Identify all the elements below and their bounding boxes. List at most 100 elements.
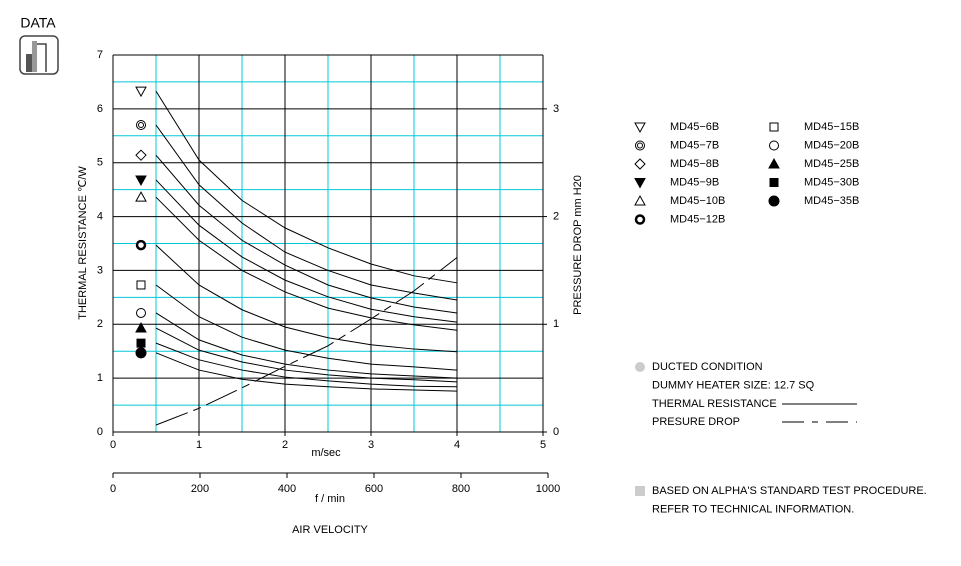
legend-label: MD45−12B: [670, 213, 725, 225]
note: THERMAL RESISTANCE: [652, 398, 777, 410]
series-line: [155, 312, 458, 379]
x2-tick-label: 600: [365, 483, 383, 495]
series-line: [155, 154, 458, 314]
y2-tick-label: 2: [553, 210, 559, 222]
marker-shape: [135, 175, 147, 186]
marker-shape: [135, 149, 147, 161]
series-marker: [135, 149, 147, 161]
legend-label: MD45−10B: [670, 195, 725, 207]
y-tick-label: 3: [97, 264, 103, 276]
x-tick-label: 3: [368, 439, 374, 451]
legend-label: MD45−6B: [670, 121, 719, 133]
legend-label: MD45−15B: [804, 121, 859, 133]
x2-tick-label: 800: [452, 483, 470, 495]
series-line: [155, 327, 458, 383]
series-marker: [135, 86, 147, 98]
series-marker: [135, 239, 147, 251]
y-tick-label: 7: [97, 49, 103, 61]
series-line: [155, 342, 458, 388]
marker-shape: [136, 338, 146, 348]
series-line: [155, 284, 458, 371]
y-tick-label: 4: [97, 210, 103, 222]
y-tick-label: 0: [97, 426, 103, 438]
series-line: [155, 179, 458, 323]
marker-shape: [634, 178, 646, 189]
legend-label: MD45−9B: [670, 176, 719, 188]
note: DUCTED CONDITION: [652, 361, 763, 373]
marker-shape: [634, 158, 646, 170]
x2-tick-label: 400: [278, 483, 296, 495]
legend-label: MD45−7B: [670, 139, 719, 151]
y-tick-label: 6: [97, 103, 103, 115]
legend-label: MD45−25B: [804, 158, 859, 170]
legend-symbol: [769, 140, 779, 151]
x2-axis-label: f / min: [315, 493, 345, 505]
marker-shape: [136, 280, 146, 290]
legend-symbol: [634, 214, 646, 225]
series-marker: [136, 307, 146, 318]
legend-symbol: [634, 194, 646, 206]
series-marker: [136, 338, 146, 348]
series-line: [155, 244, 458, 353]
marker-shape: [135, 239, 147, 251]
x-tick-label: 5: [540, 439, 546, 451]
marker-shape: [769, 140, 779, 151]
marker-shape: [135, 322, 147, 333]
legend-symbol: [768, 157, 780, 169]
x2-tick-label: 0: [110, 483, 116, 495]
y-tick-label: 1: [97, 372, 103, 384]
y2-axis-label: PRESSURE DROP mm H20: [572, 175, 584, 315]
marker-shape: [637, 142, 643, 149]
marker-shape: [769, 122, 779, 132]
header-title: DATA: [20, 15, 56, 31]
marker-shape: [135, 347, 147, 359]
note: DUMMY HEATER SIZE: 12.7 SQ: [652, 379, 815, 391]
legend-symbol: [634, 178, 646, 189]
marker-shape: [769, 178, 779, 187]
x-tick-label: 2: [282, 439, 288, 451]
marker-shape: [634, 194, 646, 206]
footnote: BASED ON ALPHA'S STANDARD TEST PROCEDURE…: [652, 485, 927, 497]
series-line: [155, 196, 458, 331]
series-line: [155, 257, 458, 426]
series-line: [155, 124, 458, 301]
x-tick-label: 0: [110, 439, 116, 451]
legend-symbol: [769, 178, 779, 187]
legend-label: MD45−35B: [804, 195, 859, 207]
x2-tick-label: 200: [191, 483, 209, 495]
legend-symbol: [634, 158, 646, 170]
series-marker: [136, 120, 146, 131]
header-icon: [19, 35, 59, 75]
legend-label: MD45−30B: [804, 176, 859, 188]
legend-symbol: [635, 140, 645, 151]
series-marker: [135, 175, 147, 186]
legend-symbol: [768, 195, 780, 207]
y2-tick-label: 1: [553, 318, 559, 330]
y-tick-label: 5: [97, 157, 103, 169]
note-bullet: [635, 362, 645, 372]
marker-shape: [768, 195, 780, 207]
x-axis-label: m/sec: [311, 447, 341, 459]
legend-label: MD45−8B: [670, 158, 719, 170]
series-line: [155, 352, 458, 392]
series-marker: [135, 191, 147, 202]
marker-shape: [136, 307, 146, 318]
marker-shape: [635, 140, 645, 151]
legend-label: PRESURE DROP: [652, 416, 740, 428]
x-axis-title: AIR VELOCITY: [292, 524, 368, 536]
marker-shape: [138, 122, 144, 129]
series-line: [155, 90, 458, 284]
legend-symbol: [634, 122, 646, 134]
legend-label: MD45−20B: [804, 139, 859, 151]
marker-shape: [634, 122, 646, 134]
y-axis-label: THERMAL RESISTANCE ℃/W: [77, 166, 89, 320]
legend-symbol: [769, 122, 779, 132]
marker-shape: [135, 86, 147, 98]
marker-shape: [136, 120, 146, 131]
marker-shape: [634, 214, 646, 225]
footnote: REFER TO TECHNICAL INFORMATION.: [652, 503, 854, 515]
y-tick-label: 2: [97, 318, 103, 330]
x-tick-label: 1: [196, 439, 202, 451]
